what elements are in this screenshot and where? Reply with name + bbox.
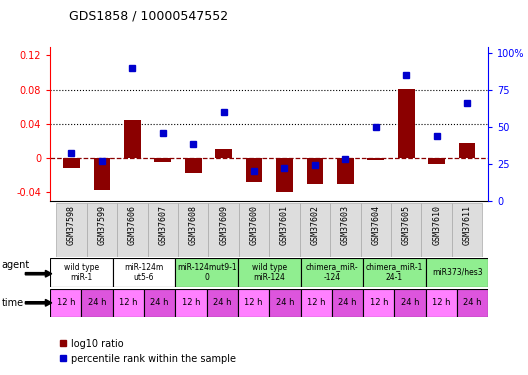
Text: GSM37608: GSM37608 <box>188 205 197 245</box>
Text: 24 h: 24 h <box>213 298 232 307</box>
Bar <box>337 158 354 183</box>
Text: GSM37605: GSM37605 <box>402 205 411 245</box>
Bar <box>391 202 421 257</box>
Bar <box>144 289 175 317</box>
Bar <box>367 158 384 160</box>
Bar <box>206 289 238 317</box>
Bar <box>394 289 426 317</box>
Bar <box>81 289 113 317</box>
Bar <box>457 289 488 317</box>
Text: GSM37609: GSM37609 <box>219 205 228 245</box>
Text: GSM37603: GSM37603 <box>341 205 350 245</box>
Text: 24 h: 24 h <box>276 298 294 307</box>
Text: GSM37602: GSM37602 <box>310 205 319 245</box>
Bar <box>421 202 452 257</box>
Bar <box>246 158 262 182</box>
Bar <box>459 142 476 158</box>
Text: GSM37598: GSM37598 <box>67 205 76 245</box>
Bar <box>178 202 209 257</box>
Text: GSM37604: GSM37604 <box>371 205 380 245</box>
Bar <box>307 158 323 183</box>
Text: 12 h: 12 h <box>370 298 388 307</box>
Bar <box>154 158 171 162</box>
Bar <box>361 202 391 257</box>
Bar <box>398 89 414 158</box>
Text: GSM37611: GSM37611 <box>463 205 472 245</box>
Bar <box>87 202 117 257</box>
Text: 12 h: 12 h <box>432 298 451 307</box>
Text: 12 h: 12 h <box>56 298 75 307</box>
Text: time: time <box>2 298 24 308</box>
Text: wild type
miR-124: wild type miR-124 <box>252 262 287 282</box>
Bar <box>330 202 361 257</box>
Text: GDS1858 / 10000547552: GDS1858 / 10000547552 <box>69 9 228 22</box>
Bar <box>238 289 269 317</box>
Bar <box>238 258 300 287</box>
Text: 12 h: 12 h <box>307 298 325 307</box>
Text: miR-124m
ut5-6: miR-124m ut5-6 <box>125 262 164 282</box>
Bar <box>93 158 110 190</box>
Text: agent: agent <box>2 260 30 270</box>
Bar <box>239 202 269 257</box>
Text: wild type
miR-1: wild type miR-1 <box>64 262 99 282</box>
Bar <box>63 158 80 168</box>
Bar <box>276 158 293 192</box>
Bar <box>117 202 147 257</box>
Text: 24 h: 24 h <box>464 298 482 307</box>
Text: chimera_miR-
-124: chimera_miR- -124 <box>306 262 358 282</box>
Bar <box>124 120 140 158</box>
Text: miR373/hes3: miR373/hes3 <box>432 268 483 277</box>
Bar <box>332 289 363 317</box>
Text: 12 h: 12 h <box>119 298 138 307</box>
Text: miR-124mut9-1
0: miR-124mut9-1 0 <box>177 262 237 282</box>
Bar <box>363 289 394 317</box>
Bar <box>300 258 363 287</box>
Text: GSM37601: GSM37601 <box>280 205 289 245</box>
Bar <box>426 289 457 317</box>
Text: GSM37607: GSM37607 <box>158 205 167 245</box>
Bar <box>452 202 482 257</box>
Text: GSM37606: GSM37606 <box>128 205 137 245</box>
Text: 24 h: 24 h <box>88 298 106 307</box>
Text: GSM37610: GSM37610 <box>432 205 441 245</box>
Bar <box>300 202 330 257</box>
Text: GSM37600: GSM37600 <box>250 205 259 245</box>
Text: 24 h: 24 h <box>338 298 357 307</box>
Text: 24 h: 24 h <box>401 298 419 307</box>
Text: 24 h: 24 h <box>150 298 169 307</box>
Text: 12 h: 12 h <box>244 298 263 307</box>
Bar <box>209 202 239 257</box>
Text: GSM37599: GSM37599 <box>97 205 107 245</box>
Text: chimera_miR-1
24-1: chimera_miR-1 24-1 <box>366 262 423 282</box>
Bar <box>215 149 232 158</box>
Bar <box>426 258 488 287</box>
Bar <box>269 289 300 317</box>
Bar <box>113 258 175 287</box>
Bar <box>300 289 332 317</box>
Bar <box>50 289 81 317</box>
Text: 12 h: 12 h <box>182 298 200 307</box>
Bar <box>428 158 445 164</box>
Bar <box>175 289 206 317</box>
Bar <box>363 258 426 287</box>
Bar <box>113 289 144 317</box>
Bar <box>269 202 300 257</box>
Bar <box>147 202 178 257</box>
Bar <box>56 202 87 257</box>
Bar <box>175 258 238 287</box>
Bar <box>50 258 113 287</box>
Bar <box>185 158 202 173</box>
Legend: log10 ratio, percentile rank within the sample: log10 ratio, percentile rank within the … <box>55 335 240 368</box>
